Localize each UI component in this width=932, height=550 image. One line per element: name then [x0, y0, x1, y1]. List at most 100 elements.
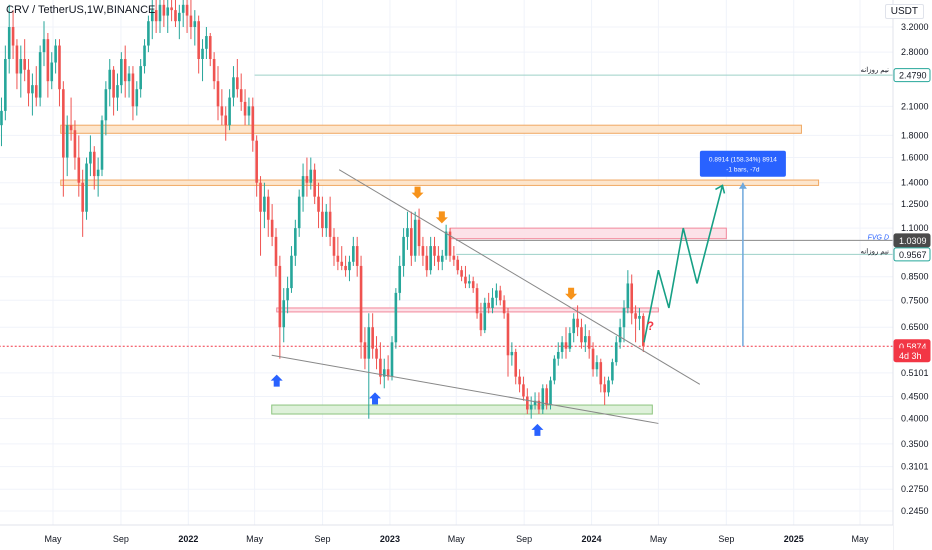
y-tick-label: 1.4000	[901, 178, 929, 188]
candle-body	[116, 85, 119, 98]
candle-body	[139, 66, 142, 90]
candle-body	[239, 89, 243, 102]
weekly-level-label: نیم روزانه	[861, 66, 890, 74]
interval-label[interactable]: 1W	[86, 4, 104, 16]
zones	[60, 124, 820, 415]
candle-body	[332, 236, 336, 256]
candle-body	[154, 10, 158, 22]
candle-body	[448, 231, 452, 256]
candle-body	[286, 288, 289, 301]
x-tick-label: 2023	[380, 534, 400, 544]
candle-body	[344, 265, 347, 271]
candle-body	[23, 59, 26, 70]
y-tick-label: 0.7500	[901, 295, 929, 305]
candle-body	[150, 10, 154, 22]
candle-body	[529, 405, 533, 410]
candle-body	[274, 236, 278, 266]
candle-body	[584, 336, 587, 343]
candle-body	[618, 327, 622, 343]
candle-body	[429, 246, 432, 271]
candle-body	[50, 62, 54, 82]
candle-body	[328, 211, 332, 237]
candle-body	[259, 182, 262, 212]
candle-body	[104, 89, 108, 121]
zone-box	[60, 124, 802, 134]
candle-body	[545, 388, 548, 406]
candle-body	[38, 52, 42, 98]
candle-body	[4, 59, 7, 111]
candle-body	[11, 27, 15, 46]
x-tick-label: May	[44, 534, 62, 544]
candle-body	[201, 48, 204, 60]
candle-body	[468, 281, 471, 284]
candle-body	[270, 219, 274, 237]
price-label-box	[893, 233, 931, 248]
symbol-label[interactable]: CRV / TetherUS	[6, 4, 84, 16]
levels	[0, 74, 893, 347]
projection-path	[643, 185, 724, 343]
candle-body	[483, 302, 487, 331]
candle-body	[197, 21, 200, 60]
y-tick-label: 1.6000	[901, 153, 929, 163]
measure-arrowhead	[738, 182, 747, 189]
y-tick-label: 1.8000	[901, 130, 929, 140]
candle-body	[266, 196, 270, 220]
candle-body	[537, 400, 541, 410]
candle-body	[96, 169, 100, 177]
candle-body	[425, 255, 429, 271]
candle-body	[398, 265, 402, 293]
candle-body	[626, 283, 630, 308]
candle-body	[19, 59, 23, 74]
candle-body	[205, 36, 208, 49]
candle-body	[406, 228, 409, 237]
candle-body	[297, 196, 301, 229]
exchange-label: BINANCE	[106, 4, 156, 16]
price-label-box	[893, 68, 931, 83]
candle-body	[135, 89, 139, 107]
candle-body	[580, 327, 583, 343]
candle-body	[174, 10, 177, 22]
candle-body	[514, 351, 518, 377]
projection-arrowhead	[715, 184, 726, 194]
measure-text-1: 0.8914 (158.34%) 8914	[709, 157, 777, 164]
price-axis	[893, 0, 932, 550]
down-arrow-icon	[411, 186, 424, 199]
question-mark: ?	[647, 319, 654, 333]
candle-body	[212, 59, 216, 82]
candle-body	[386, 369, 390, 377]
candle-body	[564, 342, 568, 349]
candle-body	[638, 315, 641, 319]
candle-body	[352, 246, 355, 262]
candle-body	[181, 4, 185, 13]
candle-body	[498, 290, 502, 301]
candle-body	[108, 69, 112, 90]
price-label: 0.5874	[899, 342, 927, 352]
currency-label[interactable]: USDT	[884, 4, 924, 19]
candle-body	[290, 255, 293, 289]
measure-box	[699, 150, 786, 177]
y-tick-label: 3.2000	[901, 22, 929, 32]
up-arrow-icon	[531, 423, 544, 436]
x-tick-label: May	[650, 534, 668, 544]
candle-body	[460, 270, 463, 277]
price-label: 0.9567	[899, 250, 927, 260]
x-tick-label: May	[851, 534, 869, 544]
candle-body	[15, 45, 19, 74]
candle-body	[549, 380, 552, 406]
candle-body	[456, 259, 460, 271]
candle-body	[27, 69, 30, 94]
y-tick-label: 0.4000	[901, 414, 929, 424]
candle-body	[178, 12, 181, 22]
candle-body	[371, 327, 374, 349]
x-tick-label: Sep	[113, 534, 129, 544]
trendlines	[271, 169, 701, 424]
candles	[0, 0, 645, 419]
y-tick-label: 0.2750	[901, 484, 929, 494]
candle-body	[603, 384, 606, 393]
x-tick-label: Sep	[315, 534, 331, 544]
price-label-box	[893, 348, 931, 363]
candle-body	[85, 163, 88, 212]
price-label: 2.4790	[899, 71, 927, 81]
